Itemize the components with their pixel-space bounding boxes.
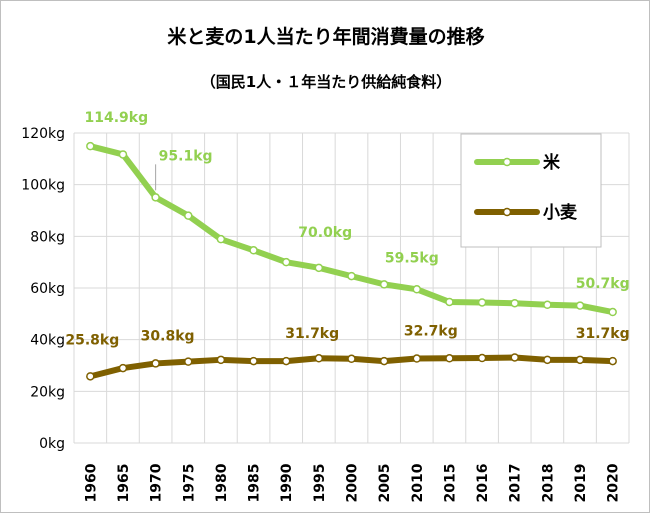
data-point [281,257,291,267]
data-point [151,359,160,368]
y-tick-label: 0kg [39,436,65,452]
chart-subtitle: （国民1人・１年当たり供給純食料） [201,73,451,91]
data-label: 31.7kg [285,326,339,342]
data-labels: 114.9kg 95.1kg 70.0kg 59.5kg 50.7kg 25.8kg 30.… [65,110,629,348]
data-point [445,354,454,363]
data-point [118,150,128,159]
data-point [249,246,258,255]
y-tick-label: 80kg [30,229,65,245]
data-label: 31.7kg [576,326,630,342]
data-point [347,354,356,364]
x-tick-label: 1980 [214,463,230,502]
legend-label-rice: 米 [543,152,561,173]
x-tick-label: 2018 [540,464,556,503]
y-tick-label: 100kg [21,178,65,194]
data-point [314,263,324,273]
x-tick-label: 1985 [247,464,263,503]
data-label: 30.8kg [141,328,195,344]
data-point [151,193,160,202]
data-label: 25.8kg [65,332,119,348]
chart-title: 米と麦の1人当たり年間消費量の推移 [167,25,484,48]
x-tick-label: 2020 [606,463,622,502]
x-tick-label: 1990 [279,463,295,502]
data-point [477,298,487,307]
x-tick-label: 2000 [345,463,361,502]
x-tick-label: 2005 [377,464,393,503]
legend: 米 小麦 [460,133,602,248]
data-point [608,356,617,366]
legend-marker-rice [502,157,512,167]
data-point [249,356,258,366]
data-point [510,353,519,362]
y-tick-label: 60kg [30,281,65,297]
data-point [184,357,193,366]
data-point [86,141,95,151]
series-lines [86,141,617,381]
x-tick-label: 2017 [508,464,524,503]
data-point [184,211,193,220]
data-point [477,353,487,363]
x-tick-label: 2016 [475,464,491,503]
data-label: 59.5kg [385,250,439,266]
x-axis-ticks: 1960 1965 1970 1975 1980 1985 1990 1995 2000 2005… [83,463,621,502]
data-point [86,372,95,381]
data-point [216,234,226,244]
data-point [543,300,552,310]
x-tick-label: 2019 [573,464,589,503]
data-label: 50.7kg [576,276,630,292]
data-point [314,354,324,363]
x-tick-label: 1975 [181,464,197,503]
legend-marker-wheat [502,207,512,217]
data-point [445,297,454,307]
legend-label-wheat: 小麦 [543,202,578,223]
data-point [379,280,389,289]
data-label: 70.0kg [298,225,352,241]
data-point [543,355,552,365]
legend-box [460,133,602,248]
data-point [216,355,226,365]
data-point [379,356,389,366]
y-tick-label: 120kg [21,126,65,142]
data-label: 32.7kg [404,324,458,340]
data-point [608,307,617,317]
data-point [118,363,128,373]
data-label: 114.9kg [85,110,149,126]
data-point [347,271,356,281]
y-axis-ticks: 0kg 20kg 40kg 60kg 80kg 100kg 120kg [21,126,65,452]
data-point [575,355,585,365]
data-point [510,298,519,308]
x-tick-label: 1995 [312,464,328,503]
data-point [412,354,422,363]
x-tick-label: 2010 [410,463,426,502]
y-tick-label: 20kg [30,384,65,400]
x-tick-label: 1960 [83,463,99,502]
data-point [412,285,422,294]
data-label: 95.1kg [159,148,213,164]
data-point [281,356,291,366]
x-tick-label: 1970 [149,463,165,502]
y-tick-label: 40kg [30,333,65,349]
data-point [575,301,585,310]
x-tick-label: 2015 [442,464,458,503]
x-tick-label: 1965 [116,464,132,503]
